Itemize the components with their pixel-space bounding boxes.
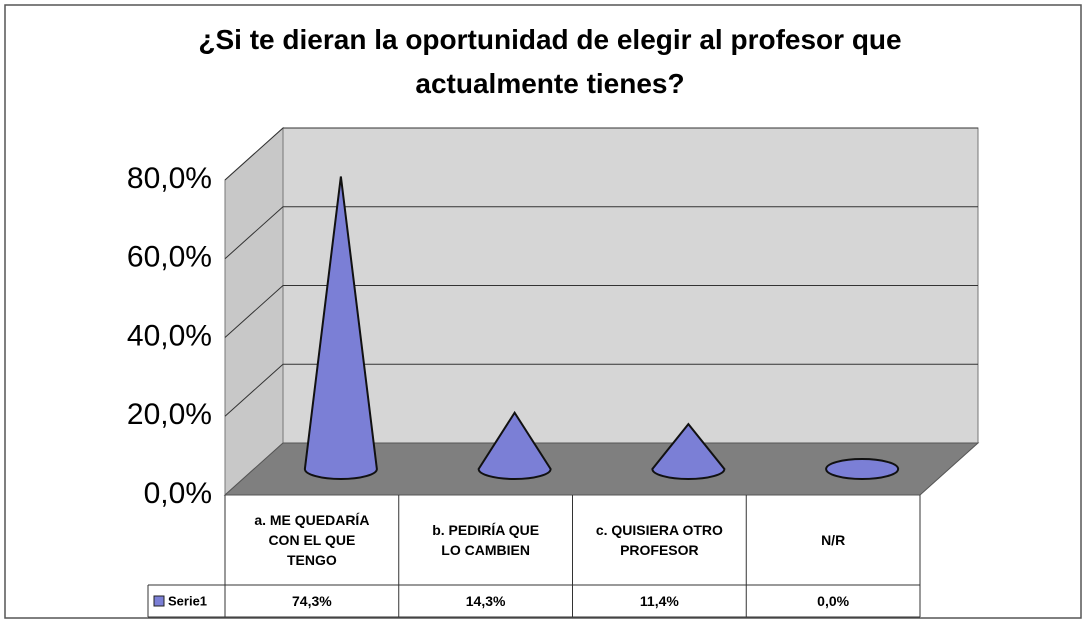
frame <box>4 4 1082 619</box>
grid-line <box>224 285 978 338</box>
cone <box>303 176 378 480</box>
x-tick-label: c. QUISIERA OTRO PROFESOR <box>595 522 723 558</box>
value-label: 74,3% <box>292 593 332 609</box>
x-tick-label: N/R <box>821 532 846 548</box>
cone <box>651 422 726 480</box>
y-tick-label: 60,0% <box>127 241 212 274</box>
legend-label: Serie1 <box>168 593 207 608</box>
cone <box>825 458 900 480</box>
chart-title: ¿Si te dieran la oportunidad de elegir a… <box>198 24 902 99</box>
grid-line <box>224 206 978 260</box>
legend-swatch <box>153 595 165 607</box>
y-tick-label: 40,0% <box>127 319 212 352</box>
x-tick-label: a. ME QUEDARÍA CON EL QUE TENGO <box>254 512 370 568</box>
grid-line <box>224 363 978 417</box>
grid-line <box>224 127 978 181</box>
y-tick-label: 20,0% <box>127 398 212 431</box>
value-label: 0,0% <box>817 593 850 609</box>
x-tick-label: b. PEDIRÍA QUE LO CAMBIEN <box>432 522 540 558</box>
value-label: 14,3% <box>465 593 506 609</box>
y-tick-label: 0,0% <box>144 477 212 510</box>
value-label: 11,4% <box>639 593 679 609</box>
cone <box>477 410 552 480</box>
y-tick-label: 80,0% <box>127 162 212 195</box>
floor <box>223 442 980 496</box>
